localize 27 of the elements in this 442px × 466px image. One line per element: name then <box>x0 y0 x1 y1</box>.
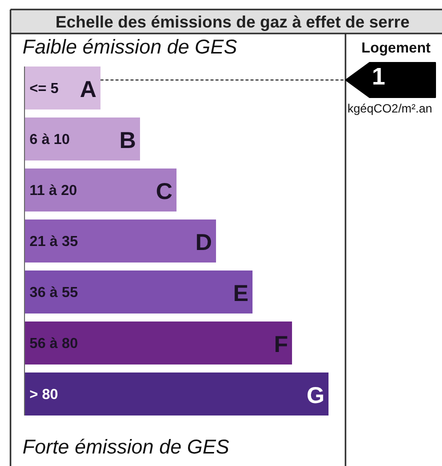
text: kgéqCO2/m².an <box>348 102 432 116</box>
text: Forte émission de GES <box>22 436 230 458</box>
bar <box>24 168 176 212</box>
bar <box>24 66 100 110</box>
bar <box>24 270 252 314</box>
annotation: D <box>195 229 212 255</box>
y-tick-label: 36 à 55 <box>30 285 78 301</box>
y-tick-label: 56 à 80 <box>30 336 78 352</box>
y-tick-label: 6 à 10 <box>30 132 70 148</box>
y-tick-label: 21 à 35 <box>30 234 78 250</box>
text: Logement <box>361 40 431 56</box>
ref-line-label: 1 <box>372 64 386 90</box>
annotation: F <box>274 331 288 357</box>
chart-title: Echelle des émissions de gaz à effet de serre <box>56 14 410 32</box>
y-tick-label: > 80 <box>30 387 58 403</box>
bar <box>24 118 140 160</box>
annotation: C <box>156 178 173 204</box>
annotation: G <box>306 382 324 408</box>
bar <box>24 372 328 416</box>
annotation: B <box>119 127 136 153</box>
y-tick-label: <= 5 <box>30 81 59 97</box>
annotation: A <box>80 76 97 102</box>
bar <box>24 220 216 262</box>
text: Faible émission de GES <box>22 36 238 58</box>
annotation: E <box>233 280 249 306</box>
bar <box>24 322 292 364</box>
y-tick-label: 11 à 20 <box>30 183 78 199</box>
